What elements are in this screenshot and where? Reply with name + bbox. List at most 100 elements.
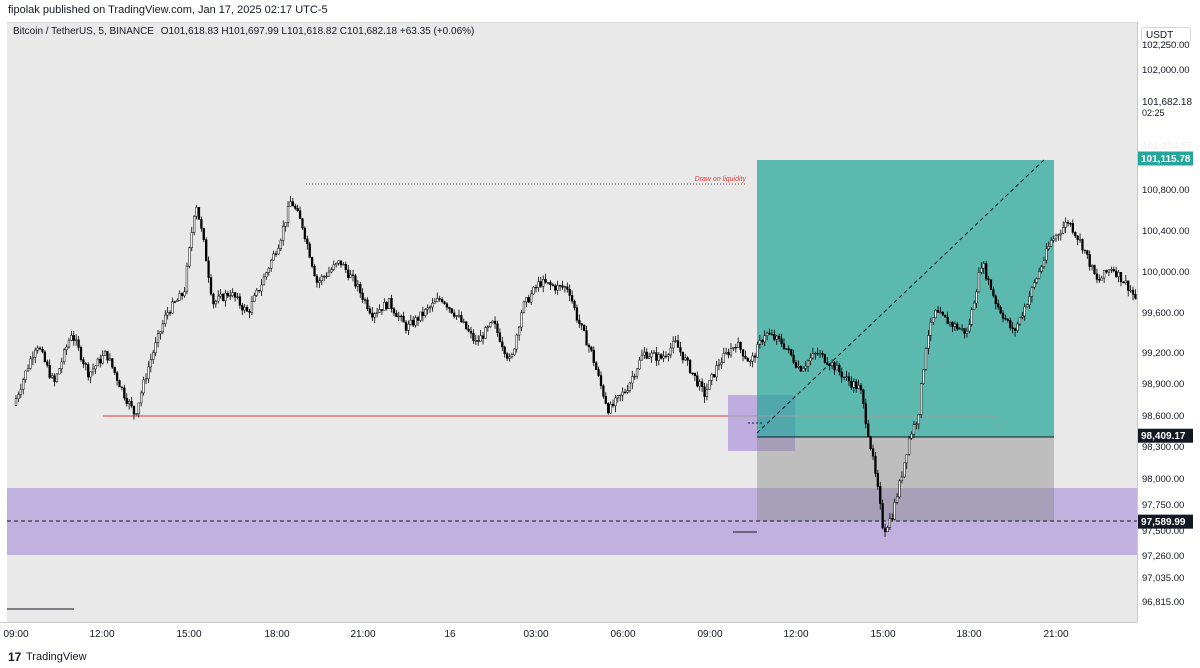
price-label-box [1138, 428, 1193, 443]
candle-body [756, 344, 759, 358]
candle-body [932, 317, 935, 323]
candle-body [804, 365, 807, 369]
candle-body [1071, 223, 1074, 233]
candle-body [373, 313, 376, 318]
candle-body [556, 285, 559, 291]
candle-body [628, 382, 632, 391]
candle-body [1151, 321, 1153, 328]
candle-body [1062, 227, 1065, 234]
candle-body [1115, 270, 1118, 277]
candle-body [561, 285, 564, 288]
candle-body [590, 346, 593, 351]
candle-body [103, 350, 107, 356]
candle-body [888, 518, 892, 528]
candle-body [241, 305, 244, 311]
candle-body [132, 405, 136, 415]
footer-brand[interactable]: TradingView [26, 651, 87, 663]
candle-body [814, 352, 817, 355]
candle-body [55, 373, 59, 382]
candle-body [424, 309, 427, 316]
price-label: 97,589.99 [1141, 517, 1186, 528]
candle-body [479, 335, 482, 342]
candle-body [1037, 271, 1041, 279]
candle-body [650, 352, 653, 358]
tradingview-logo-icon[interactable]: 17 [8, 650, 22, 664]
candle-body [127, 400, 131, 404]
candle-body [274, 253, 278, 255]
candle-body [727, 352, 730, 356]
candle-body [977, 272, 981, 293]
candle-body [1175, 283, 1177, 284]
candle-body [168, 312, 172, 314]
candle-body [303, 227, 307, 240]
candle-body [816, 352, 819, 355]
candle-body [243, 306, 246, 311]
candle-body [944, 314, 947, 318]
candle-body [467, 328, 470, 332]
candle-body [1166, 294, 1168, 296]
candle-body [700, 381, 704, 387]
y-tick-label: 102,000.00 [1142, 65, 1190, 76]
candle-body [43, 351, 47, 362]
target-zone[interactable] [757, 160, 1054, 437]
candle-body [1163, 295, 1165, 297]
candle-body [84, 363, 87, 365]
time-axis[interactable] [0, 622, 1137, 645]
candle-body [611, 403, 615, 407]
candle-body [115, 372, 119, 381]
candle-body [823, 354, 827, 363]
candle-body [428, 306, 432, 309]
candle-body [782, 343, 786, 349]
candle-body [758, 340, 762, 345]
candle-body [149, 359, 152, 368]
candle-body [197, 207, 201, 220]
candle-body [570, 295, 574, 302]
candle-body [609, 403, 612, 414]
x-tick-label: 09:00 [3, 629, 28, 640]
candle-body [19, 389, 22, 395]
candle-body [790, 349, 793, 356]
candle-body [936, 309, 940, 313]
candle-body [407, 323, 410, 331]
candle-body [1195, 257, 1197, 263]
price-axis-ticks: 102,250.00 102,000.00 100,800.00 100,400.00… [1142, 40, 1190, 608]
candle-body [443, 301, 446, 305]
candle-body [366, 299, 369, 310]
candle-body [833, 362, 836, 371]
candle-body [987, 278, 990, 280]
candle-body [310, 257, 314, 267]
candle-body [359, 283, 362, 294]
candle-body [1059, 233, 1062, 235]
candle-body [580, 323, 583, 326]
stop-zone[interactable] [757, 437, 1054, 521]
candle-body [657, 354, 660, 361]
candle-body [828, 364, 831, 366]
candle-body [1090, 265, 1094, 268]
candle-body [322, 276, 326, 278]
candle-body [1139, 299, 1141, 310]
candle-body [599, 375, 603, 387]
candle-body [1086, 250, 1089, 255]
candle-body [474, 340, 477, 342]
candle-body [419, 311, 422, 321]
candle-body [845, 376, 848, 378]
candle-body [912, 424, 916, 435]
candle-body [200, 219, 203, 229]
candle-body [445, 303, 449, 308]
candle-body [840, 371, 843, 378]
candle-body [347, 269, 350, 278]
candle-body [113, 366, 116, 373]
candle-body [513, 348, 516, 356]
candle-body [1173, 282, 1175, 283]
y-tick-label: 97,500.00 [1142, 526, 1184, 537]
candle-body [195, 207, 198, 217]
currency-button[interactable]: USDT [1141, 27, 1191, 43]
candle-body [595, 362, 598, 370]
candle-body [934, 309, 937, 319]
candle-body [279, 240, 282, 249]
candle-body [455, 315, 458, 317]
candle-body [118, 380, 121, 388]
candle-body [874, 455, 877, 474]
candle-body [202, 228, 205, 240]
trade-path-line[interactable] [756, 157, 1047, 434]
